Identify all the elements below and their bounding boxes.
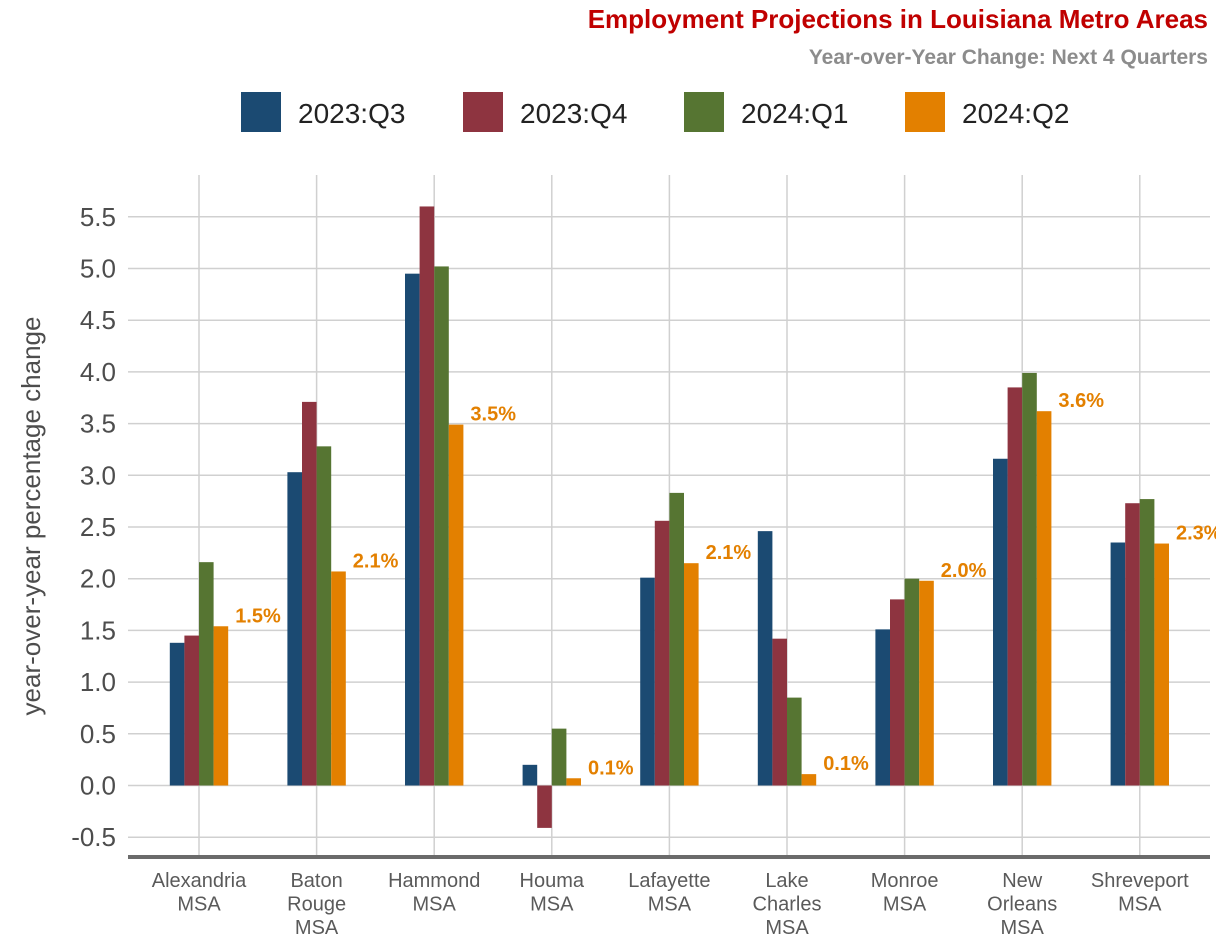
legend-label: 2023:Q4 [520, 98, 627, 129]
x-category-label: Shreveport [1091, 870, 1189, 892]
x-category-label: Lake [765, 870, 808, 892]
x-category-label: Monroe [871, 870, 939, 892]
y-axis-ticks: 5.5 5.0 4.5 4.0 3.5 3.0 2.5 2.0 1.5 1.0 0.5 0.0 -0.5 [71, 202, 116, 852]
bar [654, 520, 670, 786]
x-category-label: Houma [520, 870, 585, 892]
y-tick-label: 3.0 [80, 460, 116, 490]
bar [537, 785, 552, 828]
bar [640, 577, 655, 786]
bar [302, 401, 317, 786]
bar [669, 492, 684, 786]
bar [184, 635, 199, 786]
x-category-label: Baton [290, 870, 342, 892]
bar [1036, 411, 1052, 786]
bar [316, 446, 332, 786]
x-category-label: MSA [1001, 917, 1045, 939]
bar [522, 764, 538, 786]
y-tick-label: 1.0 [80, 667, 116, 697]
legend: 2023:Q3 2023:Q4 2024:Q1 2024:Q2 [241, 92, 1069, 132]
y-tick-label: 5.0 [80, 254, 116, 284]
y-tick-label: 1.5 [80, 615, 116, 645]
x-category-label: MSA [883, 894, 927, 916]
y-axis-label: year-over-year percentage change [16, 317, 46, 716]
data-label: 2.1% [706, 542, 752, 564]
x-category-label: MSA [413, 894, 457, 916]
chart-title: Employment Projections in Louisiana Metr… [588, 4, 1208, 34]
legend-swatch [241, 92, 281, 132]
data-labels: 1.5% 2.1% 3.5% 0.1% 2.1% 0.1% 2.0% 3.6% 2.3% [235, 390, 1216, 779]
x-category-label: Orleans [987, 894, 1057, 916]
bar [919, 580, 934, 786]
bar [890, 599, 905, 786]
bar [551, 728, 567, 786]
data-label: 0.1% [588, 757, 634, 779]
x-category-label: Hammond [388, 870, 480, 892]
bar [1110, 542, 1126, 786]
x-category-label: Lafayette [628, 870, 710, 892]
bars [169, 206, 1169, 828]
bar [213, 626, 229, 786]
bar [904, 578, 920, 786]
bar [566, 778, 581, 786]
data-label: 2.0% [941, 560, 987, 582]
data-label: 3.5% [470, 404, 516, 426]
bar [405, 273, 420, 786]
data-label: 3.6% [1058, 390, 1104, 412]
x-category-label: Rouge [287, 894, 346, 916]
y-tick-label: 5.5 [80, 202, 116, 232]
x-category-label: MSA [1118, 894, 1162, 916]
bar [331, 571, 346, 786]
chart-subtitle: Year-over-Year Change: Next 4 Quarters [809, 46, 1208, 69]
x-category-label: MSA [648, 894, 692, 916]
bar [448, 424, 464, 786]
data-label: 0.1% [823, 753, 869, 775]
x-category-label: New [1002, 870, 1043, 892]
y-tick-label: 3.5 [80, 409, 116, 439]
bar [684, 563, 699, 786]
bar [199, 562, 214, 786]
y-tick-label: 2.5 [80, 512, 116, 542]
x-category-label: MSA [295, 917, 339, 939]
bar [772, 638, 787, 786]
x-category-label: MSA [177, 894, 221, 916]
bar [287, 472, 302, 786]
bar [787, 697, 802, 786]
bar [169, 642, 185, 786]
bar [993, 458, 1008, 786]
y-tick-label: 2.0 [80, 564, 116, 594]
x-category-label: MSA [765, 917, 809, 939]
data-label: 1.5% [235, 605, 281, 627]
bar [434, 266, 449, 786]
bar [1007, 387, 1023, 786]
y-tick-label: 0.0 [80, 771, 116, 801]
legend-swatch [905, 92, 945, 132]
bar [1139, 499, 1155, 786]
bar [419, 206, 435, 786]
x-category-label: Charles [753, 894, 822, 916]
x-axis-categories: AlexandriaMSABatonRougeMSAHammondMSAHoum… [152, 870, 1189, 939]
legend-swatch [463, 92, 503, 132]
legend-label: 2023:Q3 [298, 98, 405, 129]
data-label: 2.1% [353, 550, 399, 572]
legend-swatch [684, 92, 724, 132]
bar [1125, 503, 1140, 786]
x-category-label: Alexandria [152, 870, 247, 892]
y-tick-label: 0.5 [80, 719, 116, 749]
bar [1154, 543, 1169, 786]
y-tick-label: -0.5 [71, 822, 116, 852]
data-label: 2.3% [1176, 523, 1216, 545]
bar [757, 531, 773, 786]
y-tick-label: 4.0 [80, 357, 116, 387]
bar [1022, 372, 1037, 786]
legend-label: 2024:Q1 [741, 98, 848, 129]
legend-label: 2024:Q2 [962, 98, 1069, 129]
bar [801, 774, 817, 786]
bar [875, 629, 890, 786]
x-category-label: MSA [530, 894, 574, 916]
y-tick-label: 4.5 [80, 305, 116, 335]
